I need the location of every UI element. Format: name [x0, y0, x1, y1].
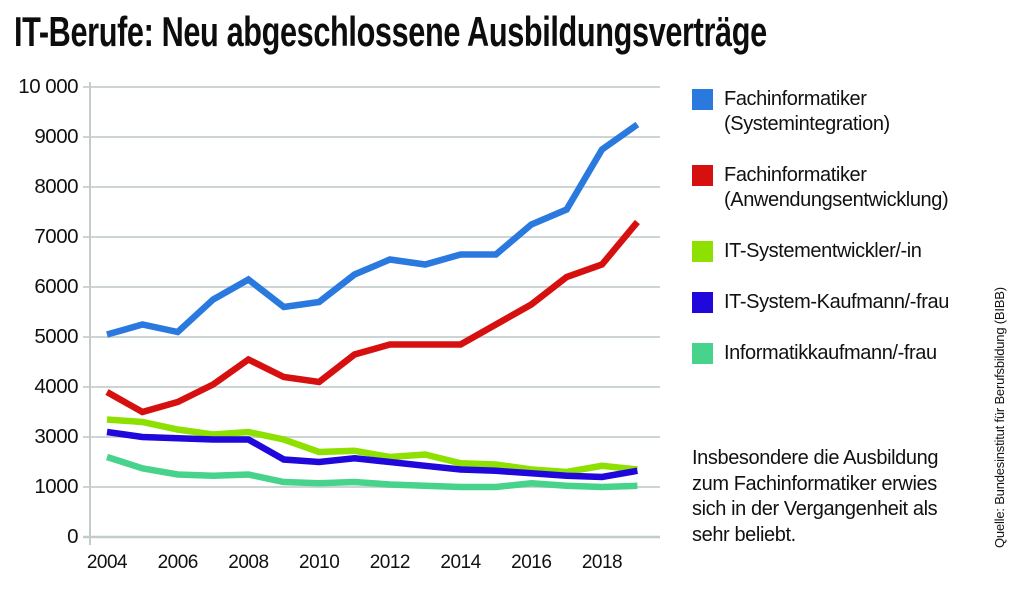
source-text: Quelle: Bundesinstitut für Berufsbildung…: [992, 287, 1007, 548]
legend-label: Fachinformatiker (Systemintegration): [724, 88, 890, 135]
legend-item-2: Fachinformatiker (Anwendungsentwicklung): [692, 163, 1002, 213]
legend-swatch-icon: [692, 241, 713, 262]
series-line-2: [105, 219, 640, 416]
y-axis-tick-label: 7000: [34, 225, 78, 248]
legend-label: IT-Systementwickler/-in: [724, 240, 922, 262]
x-axis-tick-label: 2006: [158, 552, 198, 573]
y-axis-tick-label: 5000: [34, 325, 78, 348]
x-axis-tick-label: 2016: [511, 552, 551, 573]
legend-swatch-icon: [692, 165, 713, 186]
series-line-1: [106, 121, 640, 338]
series-line-3: [106, 416, 638, 476]
legend: Fachinformatiker (Systemintegration) Fachi…: [692, 87, 1002, 392]
x-axis-tick-label: 2014: [440, 552, 481, 573]
legend-swatch-icon: [692, 343, 713, 364]
y-axis-tick-label: 4000: [34, 375, 78, 398]
legend-label: Informatikkaufmann/-frau: [724, 342, 937, 364]
y-axis-tick-label: 9000: [34, 125, 78, 148]
legend-item-5: Informatikkaufmann/-frau: [692, 341, 1002, 366]
x-axis-tick-label: 2010: [299, 552, 339, 573]
legend-swatch-icon: [692, 89, 713, 110]
series-line-5: [106, 453, 638, 491]
legend-swatch-icon: [692, 292, 713, 313]
x-axis-tick-label: 2018: [582, 552, 622, 573]
legend-label: Fachinformatiker (Anwendungsentwicklung): [724, 164, 949, 211]
x-axis-tick-label: 2004: [87, 552, 128, 573]
y-axis-tick-label: 1000: [34, 475, 78, 498]
x-axis-tick-label: 2012: [370, 552, 410, 573]
y-axis-tick-label: 10 000: [18, 75, 78, 98]
note-text: Insbesondere die Ausbildung zum Fachinfo…: [692, 447, 939, 546]
series-line-4: [106, 428, 638, 481]
y-axis-tick-label: 0: [67, 525, 78, 548]
legend-item-1: Fachinformatiker (Systemintegration): [692, 87, 1002, 137]
y-axis-tick-label: 3000: [34, 425, 78, 448]
legend-item-4: IT-System-Kaufmann/-frau: [692, 290, 1002, 315]
y-axis-tick-label: 6000: [34, 275, 78, 298]
x-axis-tick-label: 2008: [228, 552, 268, 573]
page-title: IT-Berufe: Neu abgeschlossene Ausbildung…: [14, 8, 767, 55]
legend-item-3: IT-Systementwickler/-in: [692, 239, 1002, 264]
y-axis-tick-label: 8000: [34, 175, 78, 198]
legend-label: IT-System-Kaufmann/-frau: [724, 291, 949, 313]
